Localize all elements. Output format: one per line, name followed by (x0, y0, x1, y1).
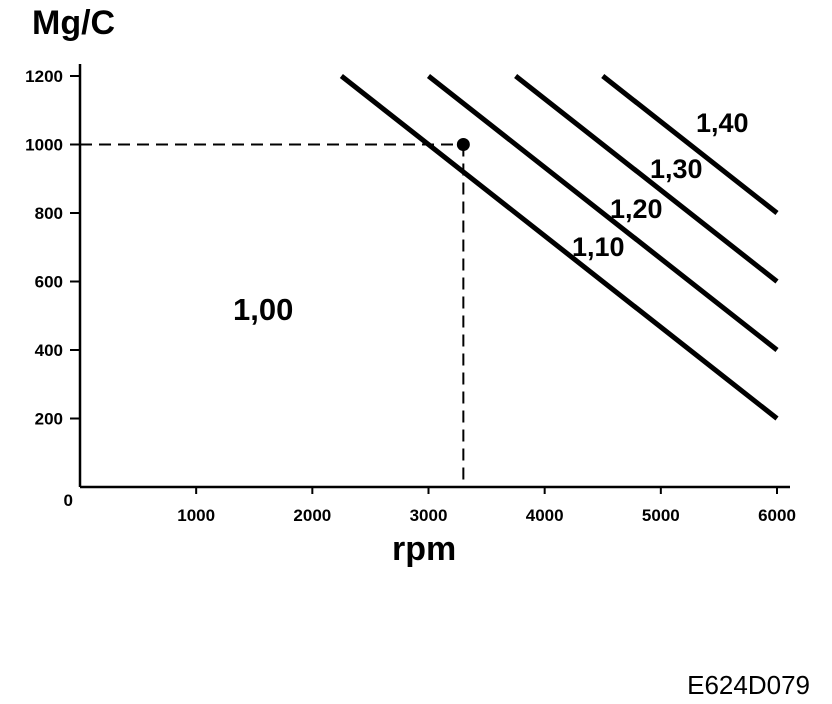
y-tick-label: 400 (35, 341, 63, 360)
series-label: 1,40 (696, 108, 749, 138)
y-tick-label: 600 (35, 273, 63, 292)
x-tick-label: 4000 (526, 506, 564, 525)
y-tick-label: 800 (35, 204, 63, 223)
series-label: 1,30 (650, 154, 703, 184)
y-tick-label: 1000 (25, 136, 63, 155)
series-line (426, 74, 779, 352)
region-label: 1,00 (233, 292, 293, 327)
y-tick-label: 200 (35, 410, 63, 429)
origin-label: 0 (64, 491, 73, 510)
figure-id: E624D079 (687, 670, 810, 700)
x-tick-label: 6000 (758, 506, 796, 525)
y-axis-label: Mg/C (32, 4, 116, 42)
series-line (339, 74, 779, 421)
series-line (601, 74, 779, 215)
x-tick-label: 2000 (293, 506, 331, 525)
x-tick-label: 5000 (642, 506, 680, 525)
x-axis-label: rpm (392, 530, 457, 568)
x-tick-label: 1000 (177, 506, 215, 525)
marker-point (456, 138, 470, 151)
y-tick-label: 1200 (25, 67, 63, 86)
x-tick-label: 3000 (410, 506, 448, 525)
series-line (514, 74, 779, 284)
series-label: 1,20 (610, 194, 663, 224)
series-label: 1,10 (572, 232, 625, 262)
